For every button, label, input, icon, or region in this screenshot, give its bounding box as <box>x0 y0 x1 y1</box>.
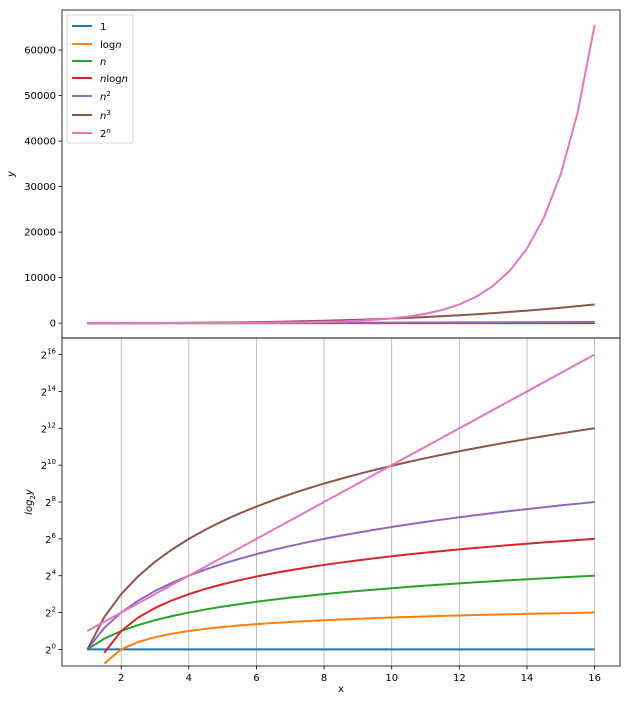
bottom-axes-frame <box>61 337 621 667</box>
legend-label: n <box>100 57 106 68</box>
legend: 1 logn n nlogn n2 n3 <box>66 14 134 144</box>
bottom-x-tick-label: 8 <box>321 673 327 684</box>
bottom-y-tick-label: 210 <box>41 458 56 472</box>
bottom-x-tick-label: 14 <box>521 673 534 684</box>
bottom-y-tick-label: 22 <box>45 606 56 620</box>
top-y-axis-label: y <box>6 170 17 178</box>
legend-entry-n-squared: n2 <box>72 90 111 103</box>
legend-entry-n: n <box>72 57 106 68</box>
top-y-ticks: 0 10000 20000 30000 40000 50000 60000 <box>24 46 62 330</box>
bottom-y-ticks: 20 22 24 26 28 210 212 214 216 <box>41 348 62 656</box>
legend-label: n3 <box>100 109 111 122</box>
bottom-y-tick-label: 26 <box>45 532 56 546</box>
top-y-tick-label: 20000 <box>24 228 56 239</box>
legend-label: logn <box>100 40 122 51</box>
bottom-y-tick-label: 214 <box>41 384 57 398</box>
legend-label: 1 <box>100 22 106 33</box>
bottom-x-axis-label: x <box>338 684 344 695</box>
bottom-series-line-5 <box>86 501 595 651</box>
top-y-tick-label: 0 <box>50 319 56 330</box>
bottom-x-tick-label: 16 <box>588 673 601 684</box>
bottom-series-line-3 <box>86 574 595 651</box>
bottom-x-tick-label: 12 <box>453 673 466 684</box>
top-series-line-7 <box>87 24 596 325</box>
bottom-series-line-2 <box>103 611 595 665</box>
bottom-series-lines <box>86 353 596 665</box>
bottom-y-tick-label: 24 <box>45 569 56 583</box>
legend-entry-1: 1 <box>72 22 106 33</box>
bottom-series-line-7 <box>86 353 596 632</box>
bottom-y-tick-label: 216 <box>41 348 57 362</box>
bottom-y-tick-label: 20 <box>45 642 56 656</box>
legend-label: nlogn <box>100 74 128 85</box>
bottom-y-axis-label: log2y <box>24 488 37 515</box>
top-y-tick-label: 30000 <box>24 182 56 193</box>
top-y-tick-label: 10000 <box>24 273 56 284</box>
bottom-x-ticks: 2 4 6 8 10 12 14 16 <box>118 666 601 684</box>
top-y-tick-label: 60000 <box>24 46 56 57</box>
bottom-series-line-6 <box>86 427 595 650</box>
legend-label: n2 <box>100 90 111 103</box>
bottom-y-tick-label: 28 <box>45 495 56 509</box>
legend-entry-two-pow-n: 2n <box>72 127 111 140</box>
legend-entry-nlogn: nlogn <box>72 74 128 85</box>
bottom-series-line-4 <box>103 537 595 654</box>
legend-label: 2n <box>100 127 111 140</box>
legend-entry-n-cubed: n3 <box>72 109 111 122</box>
bottom-x-tick-label: 10 <box>385 673 398 684</box>
legend-box <box>66 14 134 144</box>
top-y-tick-label: 50000 <box>24 91 56 102</box>
legend-entry-logn: logn <box>72 40 122 51</box>
top-series-lines <box>87 24 596 325</box>
bottom-x-tick-label: 6 <box>253 673 259 684</box>
bottom-x-tick-label: 4 <box>186 673 192 684</box>
top-y-tick-label: 40000 <box>24 137 56 148</box>
top-chart: 0 10000 20000 30000 40000 50000 60000 y 1 logn… <box>6 9 621 339</box>
bottom-x-tick-label: 2 <box>118 673 124 684</box>
bottom-y-tick-label: 212 <box>41 421 56 435</box>
